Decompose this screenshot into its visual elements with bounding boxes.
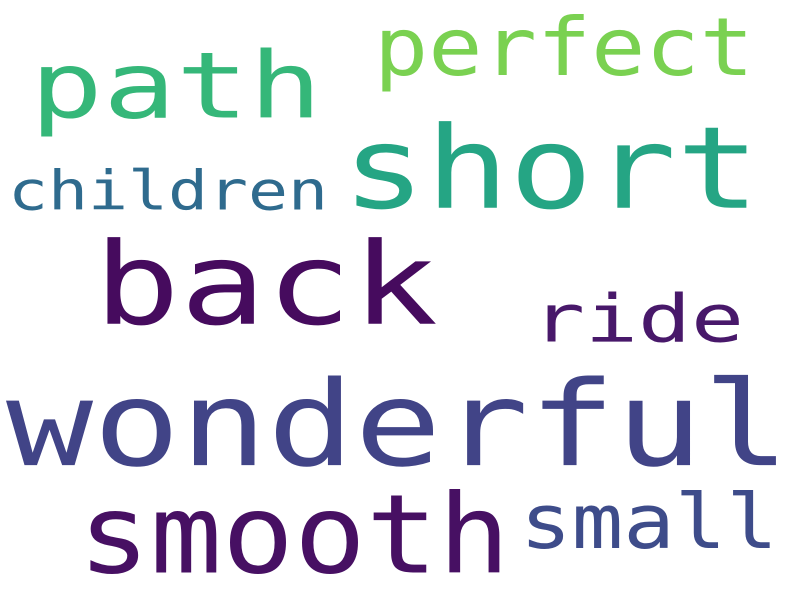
word-perfect: perfect: [374, 0, 754, 95]
word-back: back: [94, 217, 438, 352]
word-path: path: [30, 31, 322, 140]
word-smooth: smooth: [78, 470, 510, 599]
word-small: small: [520, 477, 778, 567]
word-ride: ride: [532, 280, 744, 358]
word-short: short: [342, 101, 760, 236]
word-children: children: [8, 159, 328, 223]
word-wonderful: wonderful: [6, 355, 790, 494]
